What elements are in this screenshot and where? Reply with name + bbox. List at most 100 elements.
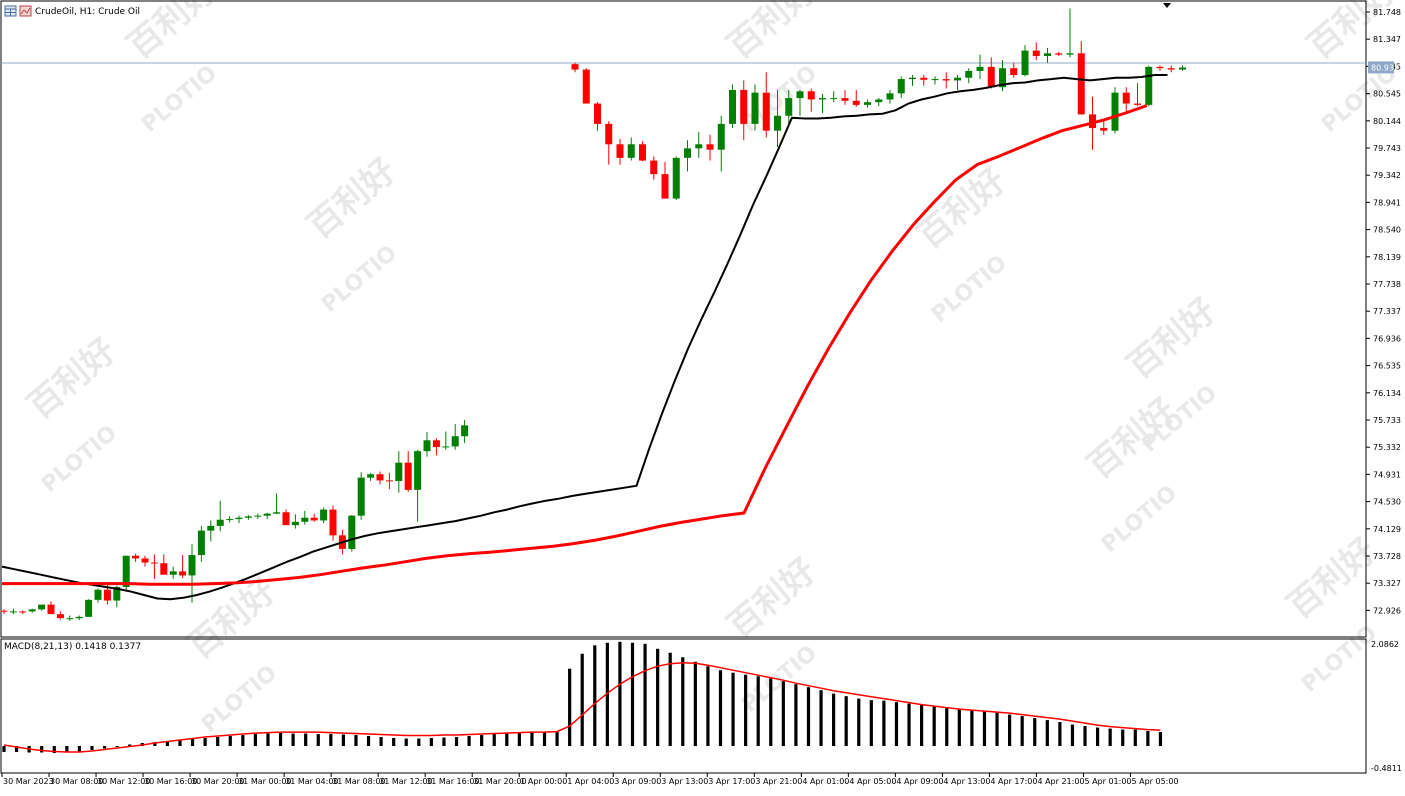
macd-bar (857, 698, 861, 747)
macd-bar (731, 672, 735, 747)
candle (1122, 87, 1130, 112)
watermark-text: 百利好 (720, 551, 824, 647)
macd-bar (869, 700, 873, 747)
candle (965, 68, 973, 84)
candle-body (38, 604, 46, 610)
candle (774, 89, 781, 147)
candle-body (329, 509, 337, 536)
candle (920, 75, 928, 86)
candle-body (627, 144, 635, 158)
macd-bar (1020, 716, 1024, 747)
candle-body (291, 521, 299, 526)
candle-body (616, 144, 624, 158)
price-label: 81.347 (1373, 35, 1401, 44)
macd-bar (593, 645, 597, 747)
candle (320, 507, 328, 524)
candle (47, 601, 55, 615)
candle (672, 156, 680, 200)
candle-body (385, 480, 393, 482)
time-label: 31 Mar 20:00 (473, 777, 526, 786)
price-label: 79.743 (1373, 144, 1401, 153)
price-label: 79.342 (1373, 171, 1401, 180)
candle-body (1111, 92, 1119, 131)
candle (404, 451, 412, 492)
macd-bar (668, 652, 672, 747)
candle (796, 89, 804, 116)
macd-bar (643, 643, 647, 747)
macd-bar (706, 666, 710, 747)
macd-bar (882, 700, 886, 747)
macd-bar (1095, 727, 1100, 747)
candle-body (113, 586, 121, 601)
candle-body (650, 160, 658, 175)
candle-body (414, 451, 422, 490)
candle (571, 62, 579, 73)
candle (1010, 62, 1018, 78)
macd-bar (1058, 722, 1062, 747)
macd-bar (1008, 714, 1012, 747)
main-chart-frame (0, 0, 1367, 638)
candle (954, 75, 961, 90)
chart-window-icon[interactable] (19, 5, 32, 17)
time-label: 4 Apr 21:00 (1037, 777, 1084, 786)
candle (141, 555, 149, 567)
candle (254, 513, 262, 520)
macd-bar (2, 746, 6, 752)
time-label: 5 Apr 05:00 (1131, 777, 1178, 786)
candle-body (395, 462, 403, 482)
candle (661, 161, 669, 199)
price-label: 78.540 (1373, 226, 1401, 235)
candle (931, 76, 939, 85)
watermark-logo: PLOTIO (1297, 621, 1382, 698)
candle-body (94, 589, 102, 600)
candle-body (1066, 53, 1074, 55)
macd-bar (819, 690, 823, 747)
macd-bar (580, 653, 584, 747)
candle (0, 609, 8, 615)
macd-bar (216, 737, 220, 747)
candle-body (1122, 92, 1130, 104)
candle (132, 553, 140, 562)
candle (66, 615, 74, 621)
candle (1032, 42, 1040, 61)
candle-body (920, 77, 928, 80)
watermark-logo: PLOTIO (137, 61, 222, 138)
candle (103, 582, 111, 605)
macd-bar (115, 746, 119, 748)
candle (235, 515, 243, 524)
macd-bar (756, 676, 760, 747)
macd-bar (618, 641, 622, 747)
candle-body (376, 474, 384, 481)
candle-body (774, 115, 781, 131)
price-label: 80.545 (1373, 90, 1401, 99)
price-label: 80.144 (1373, 117, 1401, 126)
candle (432, 438, 440, 456)
candle (875, 98, 883, 107)
candle (282, 509, 290, 526)
candle-body (1021, 50, 1029, 76)
candle-body (942, 79, 950, 81)
candle-body (85, 599, 93, 617)
candle-body (19, 611, 27, 613)
macd-bar (52, 746, 56, 753)
price-label: 78.941 (1373, 198, 1401, 207)
time-label: 3 Apr 13:00 (661, 777, 708, 786)
candle-body (875, 99, 883, 103)
time-label: 1 Apr 00:00 (520, 777, 567, 786)
price-label: 77.337 (1373, 307, 1401, 316)
time-label: 3 Apr 17:00 (708, 777, 755, 786)
candle (695, 132, 703, 158)
time-label: 1 Apr 04:00 (567, 777, 614, 786)
grid-icon[interactable] (4, 5, 17, 17)
macd-bar (429, 738, 433, 747)
macd-bar (681, 657, 685, 747)
candle-body (1167, 68, 1175, 70)
candle (999, 60, 1006, 92)
candle (207, 520, 215, 542)
macd-bar (844, 696, 848, 747)
candle-body (785, 98, 793, 116)
candle-body (886, 93, 894, 100)
shift-marker-icon[interactable] (1163, 3, 1171, 8)
